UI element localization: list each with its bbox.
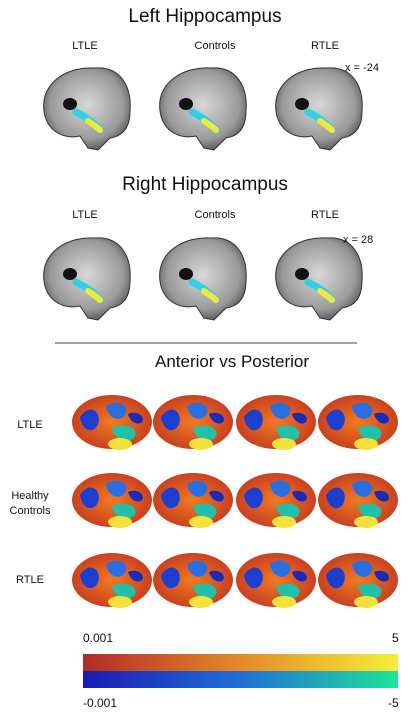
column-label: LTLE (72, 40, 98, 52)
colorbar-label: -5 (388, 696, 399, 710)
brain-surface (236, 395, 316, 450)
brain-surface (153, 473, 233, 528)
brain-surface (318, 395, 398, 450)
column-label: RTLE (311, 209, 339, 221)
brain-slice (160, 238, 247, 320)
colorbar-negative (83, 671, 398, 688)
slice-coordinate: x = 28 (343, 234, 374, 246)
row-label: RTLE (16, 574, 44, 586)
surface-renders (72, 395, 398, 608)
brain-surface (72, 473, 152, 528)
brain-surface (236, 473, 316, 528)
row-label: Healthy Controls (9, 490, 51, 517)
brain-slice (44, 68, 131, 150)
column-label: Controls (194, 40, 236, 52)
slice-coordinate: x = -24 (345, 62, 379, 74)
brain-surface (72, 553, 152, 608)
panel-title: Left Hippocampus (128, 6, 282, 27)
colorbar-positive (83, 654, 398, 671)
brain-surface (236, 553, 316, 608)
brain-slice (276, 238, 363, 320)
colorbar-label: 0.001 (83, 631, 114, 645)
brain-surface (153, 395, 233, 450)
brain-slice (160, 68, 247, 150)
row-label: LTLE (17, 419, 43, 431)
section-title: Anterior vs Posterior (155, 352, 309, 371)
brain-slice (44, 238, 131, 320)
column-label: Controls (194, 209, 236, 221)
brain-surface (72, 395, 152, 450)
column-label: LTLE (72, 209, 98, 221)
panel-title: Right Hippocampus (122, 174, 288, 195)
column-label: RTLE (311, 40, 339, 52)
brain-surface (318, 553, 398, 608)
colorbar-label: -0.001 (83, 696, 118, 710)
brain-surface (318, 473, 398, 528)
colorbar-label: 5 (392, 631, 399, 645)
brain-surface (153, 553, 233, 608)
brain-slice (276, 68, 363, 150)
